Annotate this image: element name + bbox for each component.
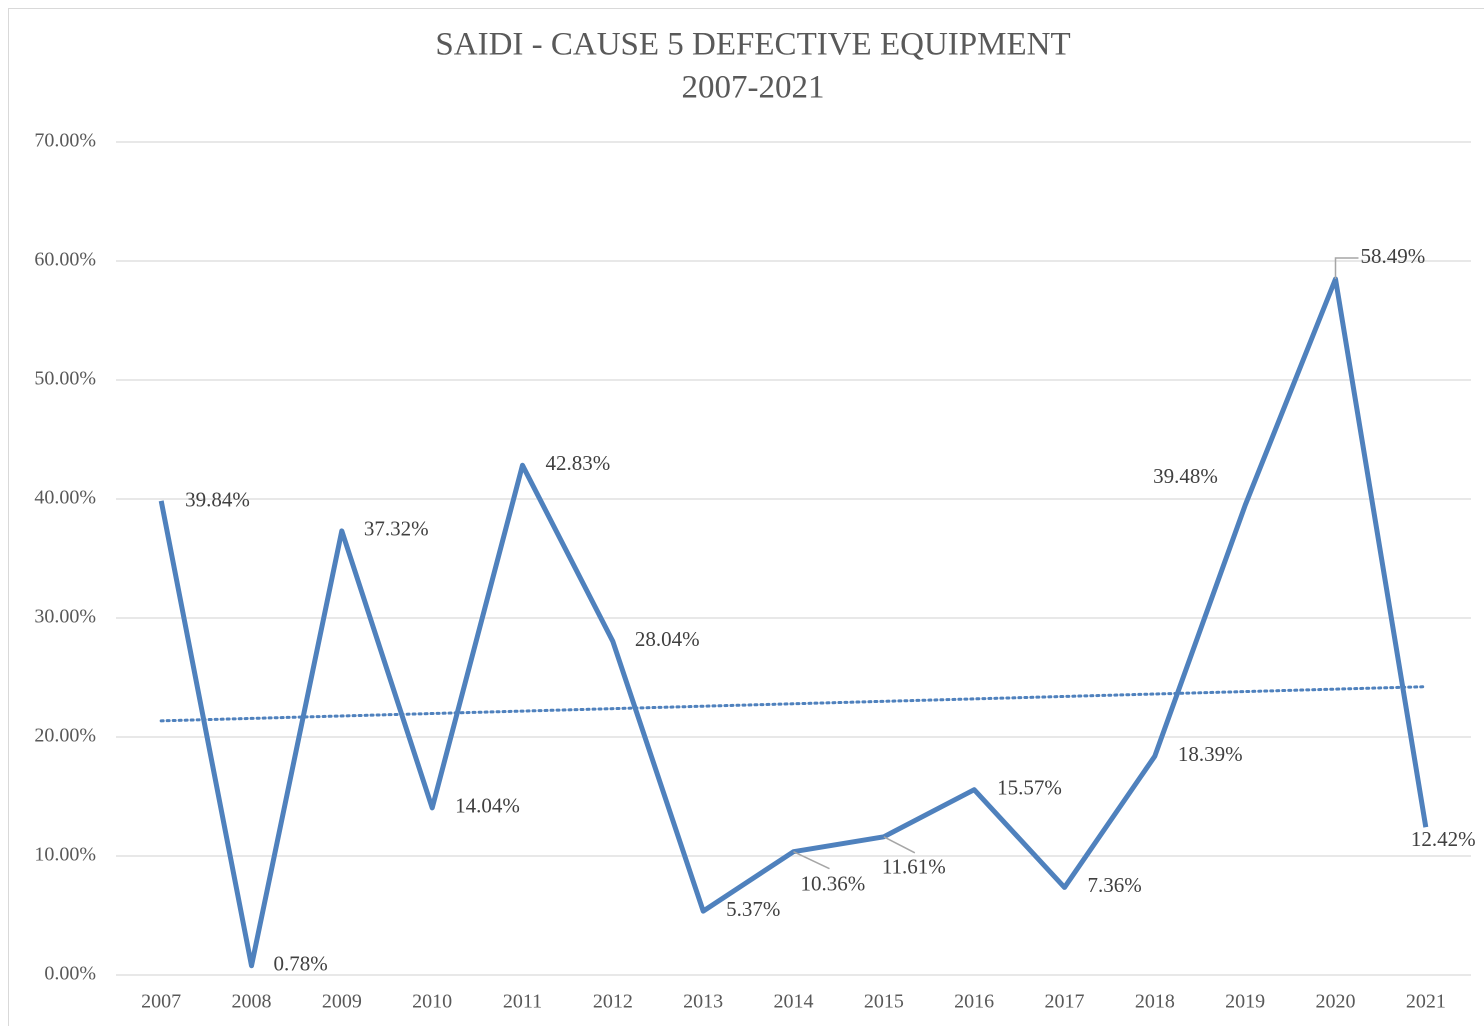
data-label: 58.49% (1361, 244, 1426, 268)
y-tick-label: 30.00% (34, 606, 96, 628)
chart-border (8, 8, 1484, 1026)
data-label: 18.39% (1178, 742, 1243, 766)
data-label: 42.83% (546, 451, 611, 475)
trendline (159, 685, 1428, 723)
x-tick-label: 2012 (593, 991, 633, 1013)
chart-title: SAIDI - CAUSE 5 DEFECTIVE EQUIPMENT (435, 27, 1070, 63)
data-label: 37.32% (364, 517, 429, 541)
x-tick-label: 2013 (683, 991, 723, 1013)
x-tick-label: 2019 (1225, 991, 1265, 1013)
x-tick-label: 2011 (503, 991, 542, 1013)
x-tick-label: 2017 (1045, 991, 1085, 1013)
data-label: 15.57% (997, 776, 1062, 800)
x-tick-label: 2016 (954, 991, 994, 1013)
data-label: 11.61% (882, 855, 946, 879)
x-tick-label: 2008 (232, 991, 272, 1013)
data-label: 12.42% (1411, 827, 1476, 851)
y-tick-label: 10.00% (34, 844, 96, 866)
y-tick-label: 50.00% (34, 368, 96, 390)
chart-subtitle: 2007-2021 (682, 70, 825, 106)
data-label: 39.84% (185, 488, 250, 512)
y-tick-label: 60.00% (34, 249, 96, 271)
x-tick-label: 2020 (1316, 991, 1356, 1013)
data-label: 7.36% (1088, 873, 1142, 897)
data-label: 14.04% (455, 794, 520, 818)
data-label: 39.48% (1153, 464, 1218, 488)
x-tick-label: 2015 (864, 991, 904, 1013)
x-tick-label: 2014 (774, 991, 814, 1013)
x-tick-label: 2007 (141, 991, 181, 1013)
x-tick-label: 2021 (1406, 991, 1446, 1013)
leader-line (793, 851, 830, 870)
x-tick-label: 2018 (1135, 991, 1175, 1013)
data-label: 28.04% (635, 627, 700, 651)
leader-line (883, 836, 916, 854)
leader-line (1334, 257, 1359, 279)
y-tick-label: 40.00% (34, 487, 96, 509)
x-tick-label: 2009 (322, 991, 362, 1013)
y-tick-label: 20.00% (34, 725, 96, 747)
data-label: 0.78% (274, 952, 328, 976)
data-label: 10.36% (801, 872, 866, 896)
data-line (158, 276, 1429, 969)
data-label: 5.37% (726, 897, 780, 921)
y-tick-label: 0.00% (44, 963, 96, 985)
y-tick-label: 70.00% (34, 130, 96, 152)
x-tick-label: 2010 (412, 991, 452, 1013)
